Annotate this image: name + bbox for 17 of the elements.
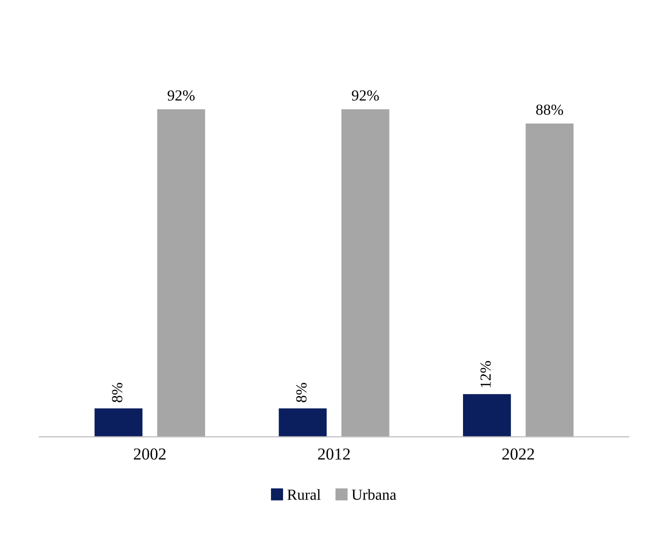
data-label: 92% xyxy=(168,90,195,101)
legend-label: Rural xyxy=(287,489,321,500)
x-tick-label: 2002 xyxy=(134,448,166,460)
bar xyxy=(463,394,511,437)
data-label: 88% xyxy=(536,104,564,115)
data-label: 12% xyxy=(480,361,491,388)
bar xyxy=(278,408,327,437)
data-label: 92% xyxy=(352,90,379,101)
bar xyxy=(526,124,574,437)
bar xyxy=(157,109,206,437)
bar xyxy=(94,408,142,437)
legend-label: Urbana xyxy=(352,489,396,500)
bar xyxy=(341,109,390,437)
data-label: 8% xyxy=(112,382,122,402)
x-tick-label: 2012 xyxy=(318,448,350,460)
x-tick-label: 2022 xyxy=(502,448,534,460)
data-label: 8% xyxy=(296,382,307,402)
